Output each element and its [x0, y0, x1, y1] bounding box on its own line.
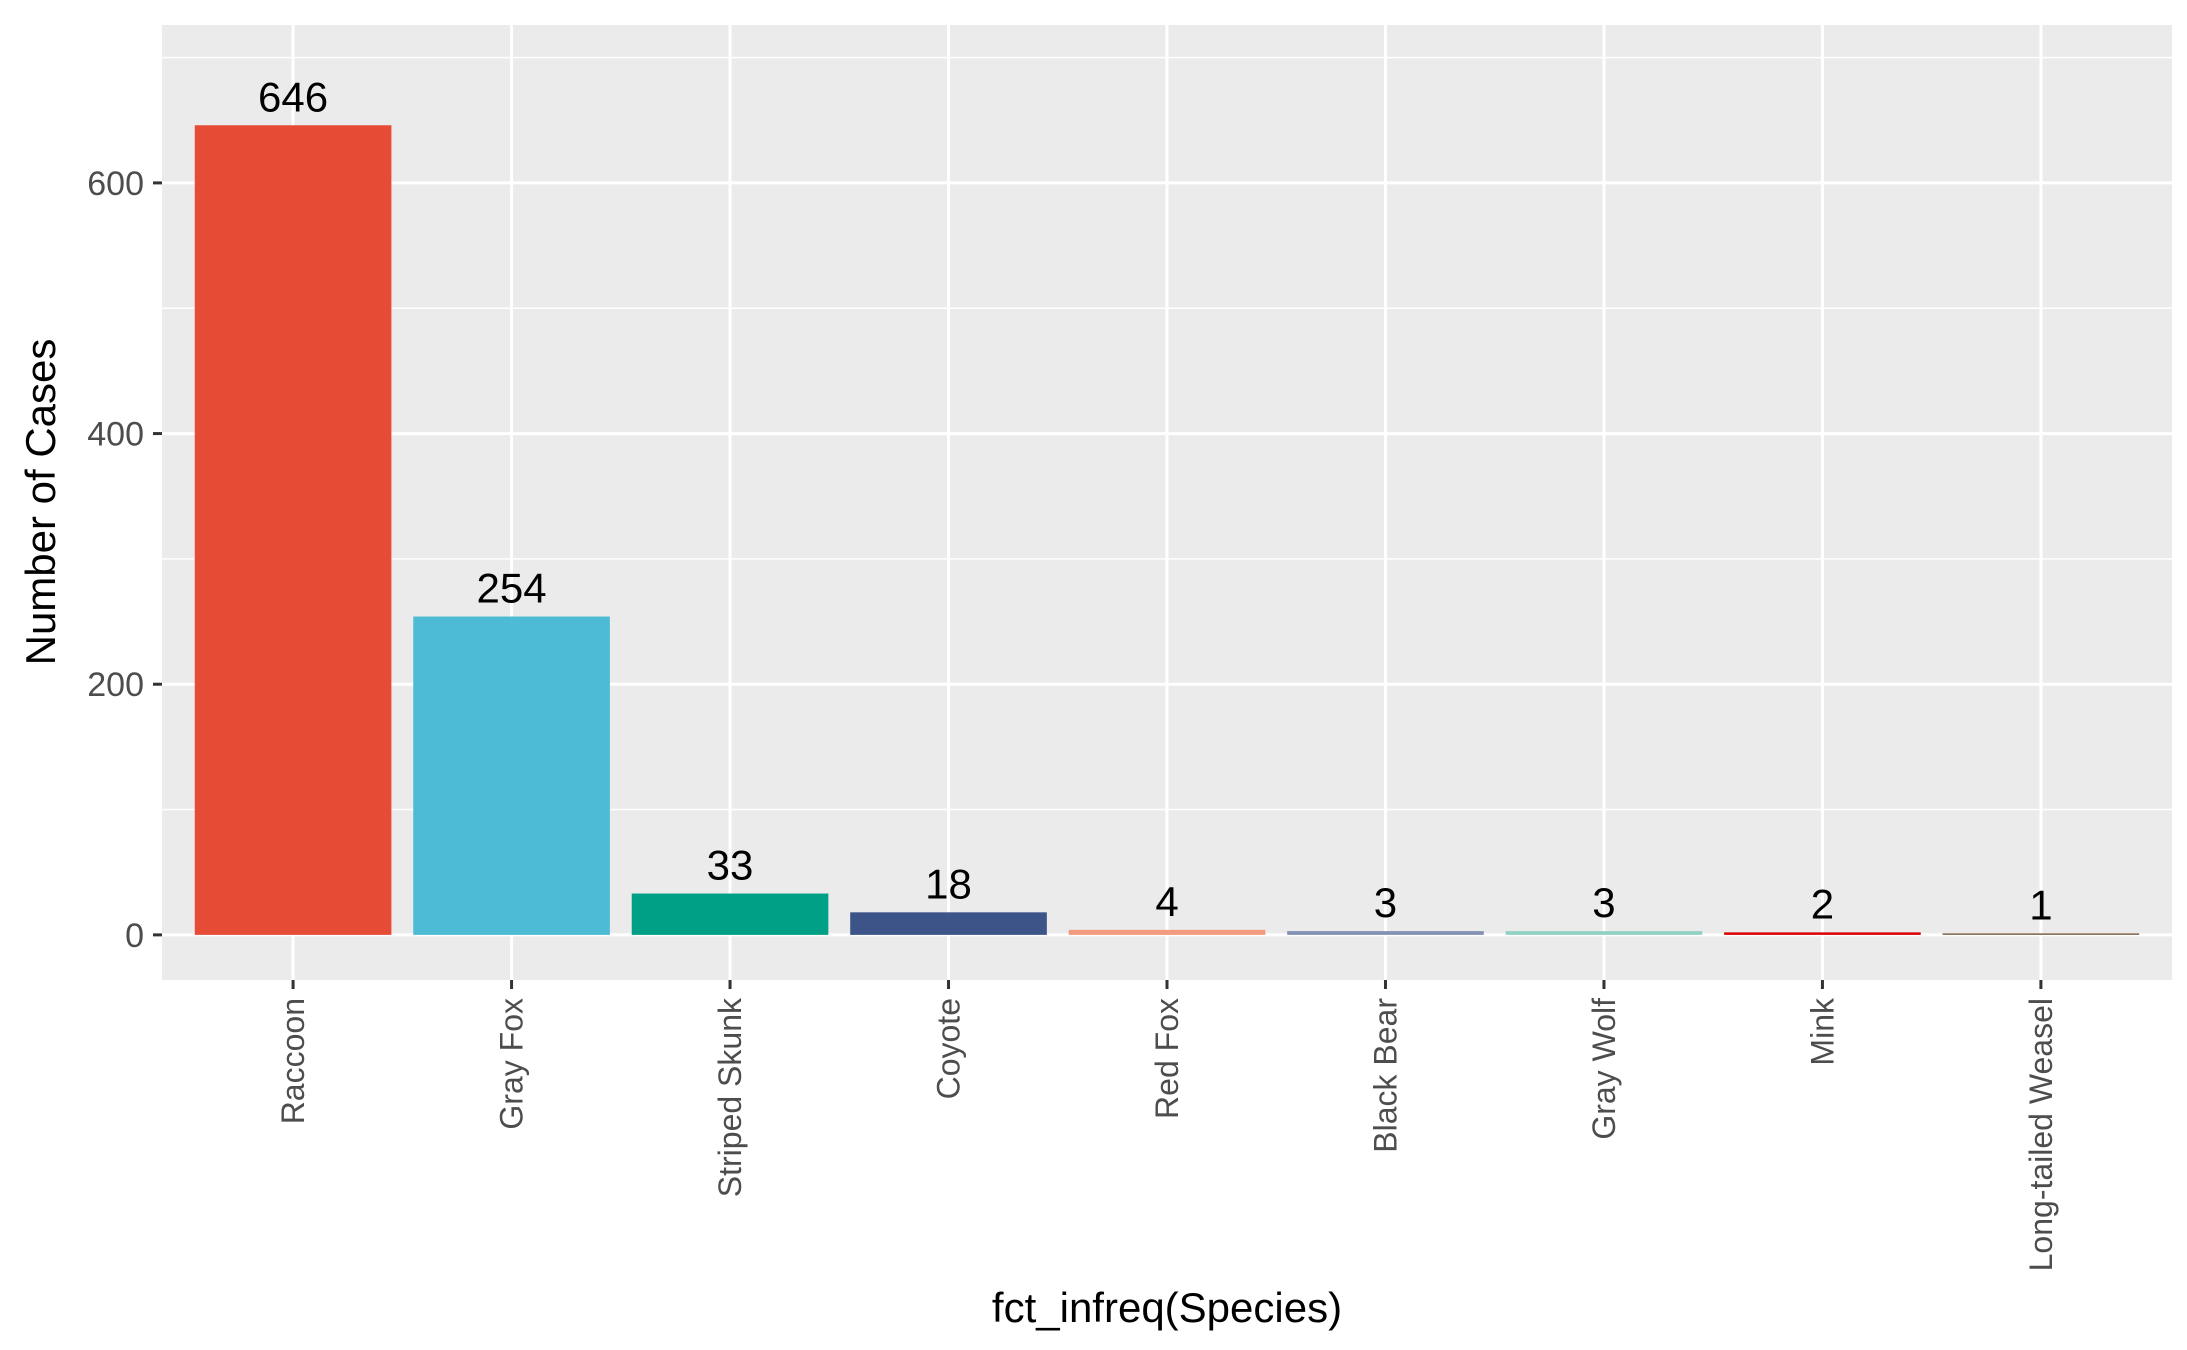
x-tick-label: Red Fox	[1149, 998, 1185, 1119]
bar	[194, 125, 392, 935]
bar	[1724, 932, 1921, 935]
bar	[1505, 931, 1703, 935]
data-label: 254	[477, 565, 547, 612]
y-tick-label: 600	[87, 165, 144, 203]
data-label: 646	[258, 73, 328, 120]
x-axis-title: fct_infreq(Species)	[992, 1284, 1342, 1331]
bar	[1942, 933, 2140, 935]
x-tick-label: Gray Wolf	[1586, 998, 1622, 1140]
data-label: 3	[1592, 879, 1615, 926]
bar	[1068, 929, 1266, 935]
bar	[631, 893, 829, 935]
data-label: 18	[925, 860, 972, 907]
bar	[1287, 931, 1484, 935]
y-axis-title: Number of Cases	[17, 339, 64, 666]
bars	[194, 125, 2140, 935]
y-axis: 0 200 400 600	[87, 165, 162, 955]
x-axis: Raccoon Gray Fox Striped Skunk Coyote Red Fo…	[275, 980, 2059, 1271]
data-label: 4	[1155, 878, 1178, 925]
y-tick-label: 0	[125, 917, 144, 955]
data-label: 1	[2029, 882, 2052, 929]
data-label: 3	[1374, 879, 1397, 926]
x-tick-label: Raccoon	[275, 998, 311, 1124]
x-tick-label: Gray Fox	[494, 998, 530, 1130]
data-label: 2	[1811, 880, 1834, 927]
x-tick-label: Mink	[1804, 997, 1840, 1066]
x-tick-label: Striped Skunk	[712, 997, 748, 1197]
y-tick-label: 400	[87, 416, 144, 454]
x-tick-label: Long-tailed Weasel	[2023, 998, 2059, 1271]
data-label: 33	[707, 842, 754, 889]
x-tick-label: Coyote	[931, 998, 967, 1099]
bar	[413, 616, 610, 935]
x-tick-label: Black Bear	[1367, 998, 1403, 1153]
y-tick-label: 200	[87, 666, 144, 704]
bar	[850, 912, 1047, 935]
